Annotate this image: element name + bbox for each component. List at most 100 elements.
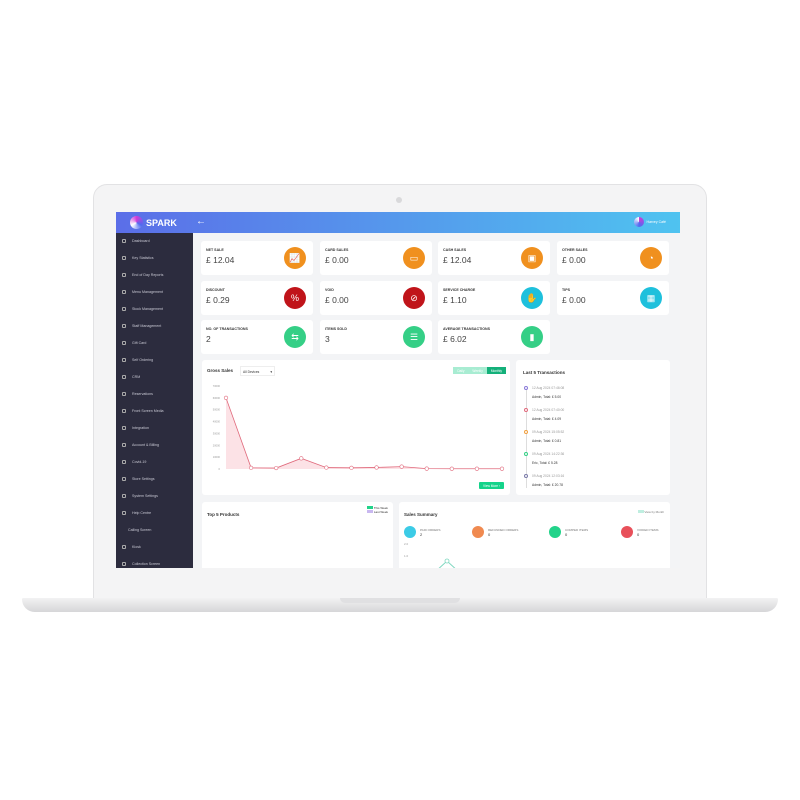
data-point[interactable] [399,464,404,469]
area-fill [226,397,502,469]
dashboard-screen: SPARK ← Harvey Café Dashboard Key Statist… [116,212,680,568]
summary-paid-orders: PAID ORDERS 2 [404,526,440,538]
y-tick-label: 10000 [213,455,221,459]
stat-card-average-transactions: AVERAGE TRANSACTIONS £ 6.02 ▮ [438,320,550,354]
data-point[interactable] [248,465,254,470]
sidebar-item-end-of-day-reports[interactable]: End of Day Reports [122,270,163,280]
summary-label: VOIDED ITEMS [637,527,659,532]
tab-weekly[interactable]: Weekly [468,367,487,374]
y-tick-label: 20000 [213,443,221,447]
card-value: £ 0.00 [325,295,349,305]
card-value: £ 0.00 [325,255,349,265]
view-more-button[interactable]: View More › [479,482,504,489]
menu-icon [122,290,126,294]
legend-swatch [367,510,374,513]
transaction-date: 09 Aug 2024 14:22:36 [532,452,565,456]
sidebar: Dashboard Key Statistics End of Day Report… [116,233,193,568]
sidebar-item-collection-screen[interactable]: Collection Screen [122,559,160,568]
sidebar-item-stock-management[interactable]: Stock Management [122,304,163,314]
sidebar-item-front-screen-media[interactable]: Front Screen Media [122,406,164,416]
sidebar-item-self-ordering[interactable]: Self Ordering [122,355,153,365]
data-point[interactable] [349,465,354,470]
data-point[interactable] [223,395,229,400]
stat-card-service-charge: SERVICE CHARGE £ 1.10 ✋ [438,281,550,315]
sidebar-item-key-statistics[interactable]: Key Statistics [122,253,154,263]
data-point[interactable] [449,466,454,471]
device-select[interactable]: All Devices ▾ [240,366,275,376]
user-menu[interactable]: Harvey Café [633,217,666,227]
transactions-title: Last 5 Transactions [523,370,566,375]
period-tabs: Daily Weekly Monthly [453,367,506,374]
data-point[interactable] [324,465,329,470]
card-label: AVERAGE TRANSACTIONS [443,327,491,331]
stat-card-no-of-transactions: NO. OF TRANSACTIONS 2 ⇆ [201,320,313,354]
data-point[interactable] [499,466,505,471]
sidebar-item-label: Front Screen Media [132,409,164,413]
sidebar-item-system-settings[interactable]: System Settings [122,491,158,501]
sidebar-item-label: Menu Management [132,290,163,294]
logo[interactable]: SPARK [116,212,193,233]
legend-swatch [367,506,374,509]
sales-summary-panel: Sales Summary View by Month 2.0 1.0 PAID… [399,502,670,568]
sales-summary-chart [438,558,456,568]
transaction-detail: Admin, Total: £ 5.00 [532,395,562,399]
timeline-dot-icon [524,386,528,390]
card-label: CASH SALES [443,248,467,252]
sidebar-item-calling-screen[interactable]: Calling Screen [128,525,151,535]
avatar [633,217,644,227]
data-point[interactable] [299,456,304,461]
toggle-label: View by Month [644,510,664,514]
tab-monthly[interactable]: Monthly [486,367,506,374]
transaction-date: 09 Aug 2024 15:05:52 [532,430,565,434]
stat-card-items-sold: ITEMS SOLD 3 ☰ [320,320,432,354]
card-value: £ 12.04 [443,255,472,265]
transaction-detail: Admin, Total: £ 20.78 [532,483,563,487]
sidebar-item-label: Account & Billing [132,443,159,447]
sales-summary-title: Sales Summary [404,512,438,517]
timeline-line [526,388,527,488]
device-select-value: All Devices [243,370,260,374]
menu-icon [122,239,126,243]
cash-icon: ▣ [521,247,543,269]
sidebar-item-menu-management[interactable]: Menu Management [122,287,163,297]
sidebar-item-label: Reservations [132,392,153,396]
transaction-detail: Admin, Total: £ 0.81 [532,439,562,443]
series-line [225,397,502,470]
tab-daily[interactable]: Daily [453,367,469,374]
menu-icon [122,443,126,447]
camera [396,197,402,203]
legend-label: This Week [373,506,388,510]
data-point[interactable] [374,465,379,470]
sidebar-item-help-centre[interactable]: Help Centre [122,508,151,518]
sidebar-item-dashboard[interactable]: Dashboard [122,236,150,246]
legend-last-week: Last Week [367,510,388,514]
summary-refunded-orders: REFUNDED ORDERS 0 [472,526,518,538]
sidebar-item-staff-management[interactable]: Staff Management [122,321,161,331]
stat-card-discount: DISCOUNT £ 0.29% [201,281,313,315]
timeline-dot-icon [524,474,528,478]
sidebar-item-integration[interactable]: Integration [122,423,149,433]
card-label: NO. OF TRANSACTIONS [206,327,248,331]
sidebar-item-crm[interactable]: CRM [122,372,140,382]
checklist-icon: ☰ [403,326,425,348]
view-by-month-toggle[interactable]: View by Month [637,510,664,514]
card-value: 3 [325,334,330,344]
sidebar-item-account-billing[interactable]: Account & Billing [122,440,159,450]
card-value: £ 0.00 [562,295,586,305]
data-point[interactable] [424,466,429,471]
data-point[interactable] [474,466,480,471]
sidebar-item-store-settings[interactable]: Store Settings [122,474,155,484]
card-icon: ▭ [403,247,425,269]
data-point[interactable] [274,465,279,471]
card-label: VOID [325,288,334,292]
sidebar-item-reservations[interactable]: Reservations [122,389,153,399]
gross-sales-chart: 0 10000 20000 30000 40000 50000 60000 70000 [213,384,505,471]
back-arrow-icon[interactable]: ← [196,216,206,227]
card-value: 2 [206,334,211,344]
summary-label: REFUNDED ORDERS [488,527,519,532]
card-label: DISCOUNT [206,288,225,292]
sidebar-item-kiosk[interactable]: Kiosk [122,542,141,552]
sidebar-item-label: End of Day Reports [132,273,164,277]
sidebar-item-gift-card[interactable]: Gift Card [122,338,146,348]
sidebar-item-covid-19[interactable]: Covid-19 [122,457,146,467]
